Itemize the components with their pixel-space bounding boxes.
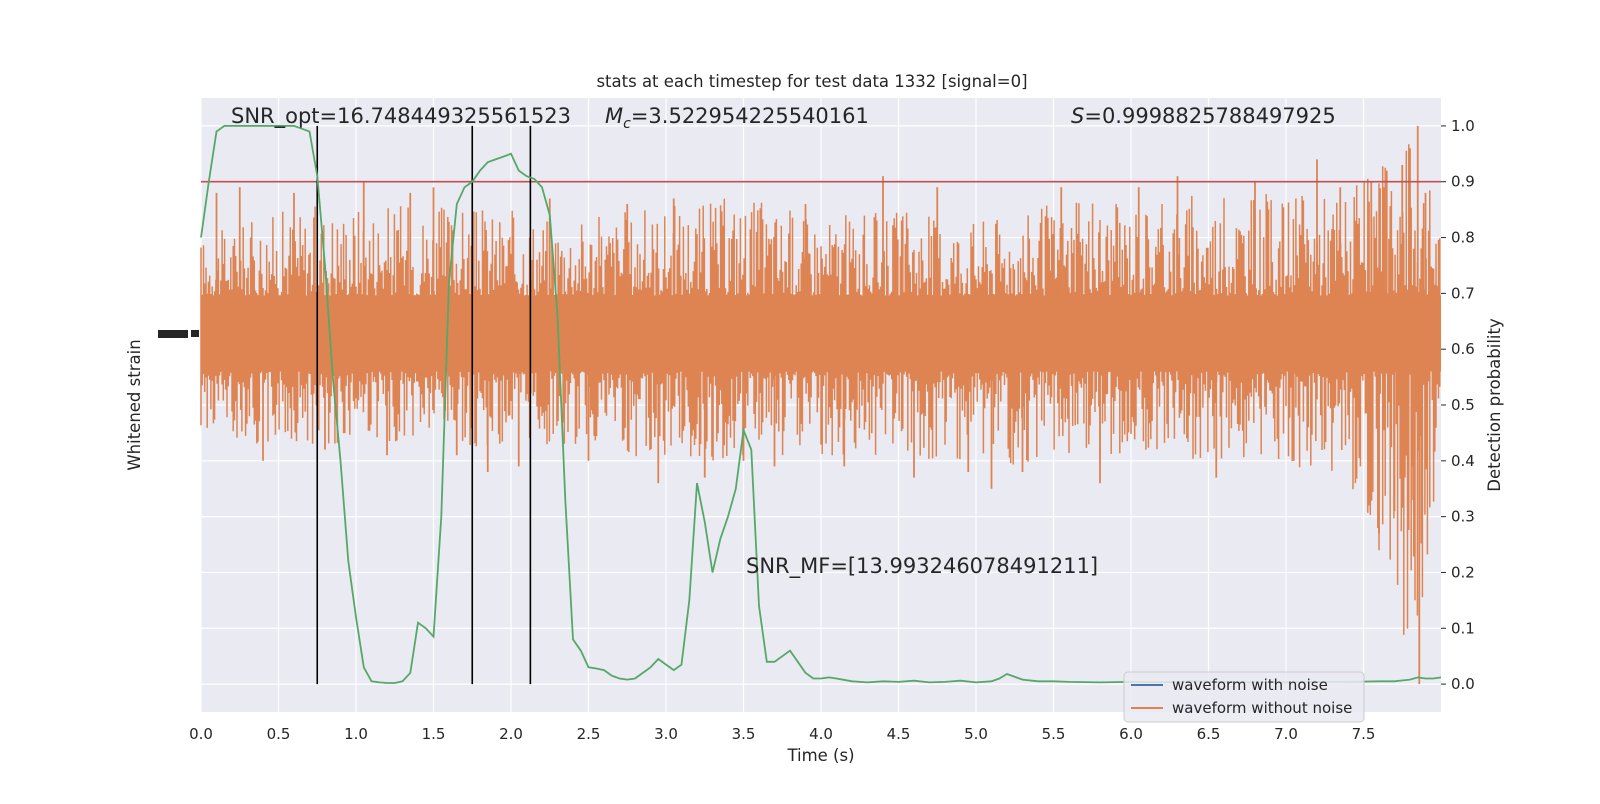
annotation-mc-sub: c (623, 116, 631, 132)
x-tick-label: 6.5 (1197, 725, 1221, 743)
left-tick-cluster (158, 330, 188, 338)
vertical-markers (316, 125, 532, 685)
y-tick-label: 0.2 (1451, 563, 1475, 581)
probability-line (200, 125, 1442, 684)
left-tick-mark (191, 330, 199, 337)
detection-probability-line (200, 125, 1442, 684)
x-tick-label: 3.0 (654, 725, 678, 743)
y-tick-label: 0.8 (1451, 229, 1475, 247)
x-tick-label: 4.0 (809, 725, 833, 743)
x-tick-label: 5.5 (1042, 725, 1066, 743)
x-tick-label: 2.5 (577, 725, 601, 743)
x-axis-label: Time (s) (786, 746, 854, 765)
legend: waveform with noise waveform without noi… (1123, 671, 1365, 723)
x-axis-ticks: 0.0 0.5 1.0 1.5 2.0 2.5 3.0 3.5 4.0 4.5 5.0 5.5 6.0 6… (189, 725, 1375, 743)
x-tick-label: 6.0 (1119, 725, 1143, 743)
y-tick-label: 0.6 (1451, 340, 1475, 358)
y-tick-label: 0.4 (1451, 452, 1475, 470)
y-axis-ticks-right: 0.0 0.1 0.2 0.3 0.4 0.5 0.6 0.7 0.8 0.9 1.0 (1441, 117, 1475, 693)
x-tick-label: 7.5 (1352, 725, 1376, 743)
legend-box (1123, 671, 1365, 723)
annotation-mc-symbol: M (605, 104, 623, 128)
x-tick-label: 5.0 (964, 725, 988, 743)
x-tick-label: 1.0 (344, 725, 368, 743)
x-tick-label: 0.5 (267, 725, 291, 743)
annotation-snr-mf: SNR_MF=[13.993246078491211] (746, 554, 1098, 579)
annotation-s-symbol: S (1071, 104, 1084, 128)
x-tick-label: 0.0 (189, 725, 213, 743)
chart-title: stats at each timestep for test data 133… (596, 72, 1027, 91)
legend-label-without-noise: waveform without noise (1172, 699, 1352, 717)
x-tick-label: 7.0 (1274, 725, 1298, 743)
waveform-spikes (200, 125, 1441, 685)
legend-label-with-noise: waveform with noise (1172, 676, 1328, 694)
x-tick-label: 2.0 (499, 725, 523, 743)
y-tick-label: 1.0 (1451, 117, 1475, 135)
y-axis-label-right: Detection probability (1485, 318, 1504, 492)
y-tick-label: 0.5 (1451, 396, 1475, 414)
x-tick-label: 1.5 (422, 725, 446, 743)
y-tick-label: 0.9 (1451, 173, 1475, 191)
y-tick-label: 0.3 (1451, 508, 1475, 526)
left-axis-collapsed-ticks (158, 330, 199, 338)
waveform-without-noise-trace (200, 144, 1441, 635)
x-tick-label: 4.5 (887, 725, 911, 743)
annotation-mc-value: =3.522954225540161 (631, 104, 869, 128)
y-axis-label-left: Whitened strain (125, 339, 144, 470)
annotation-snr-opt: SNR_opt=16.748449325561523 (231, 104, 571, 129)
annotation-mc: Mc=3.522954225540161 (605, 104, 869, 132)
y-tick-label: 0.7 (1451, 284, 1475, 302)
annotation-s-value: =0.9998825788497925 (1084, 104, 1335, 128)
y-tick-label: 0.1 (1451, 619, 1475, 637)
x-tick-label: 3.5 (732, 725, 756, 743)
y-tick-label: 0.0 (1451, 675, 1475, 693)
annotation-s: S=0.9998825788497925 (1071, 104, 1336, 128)
